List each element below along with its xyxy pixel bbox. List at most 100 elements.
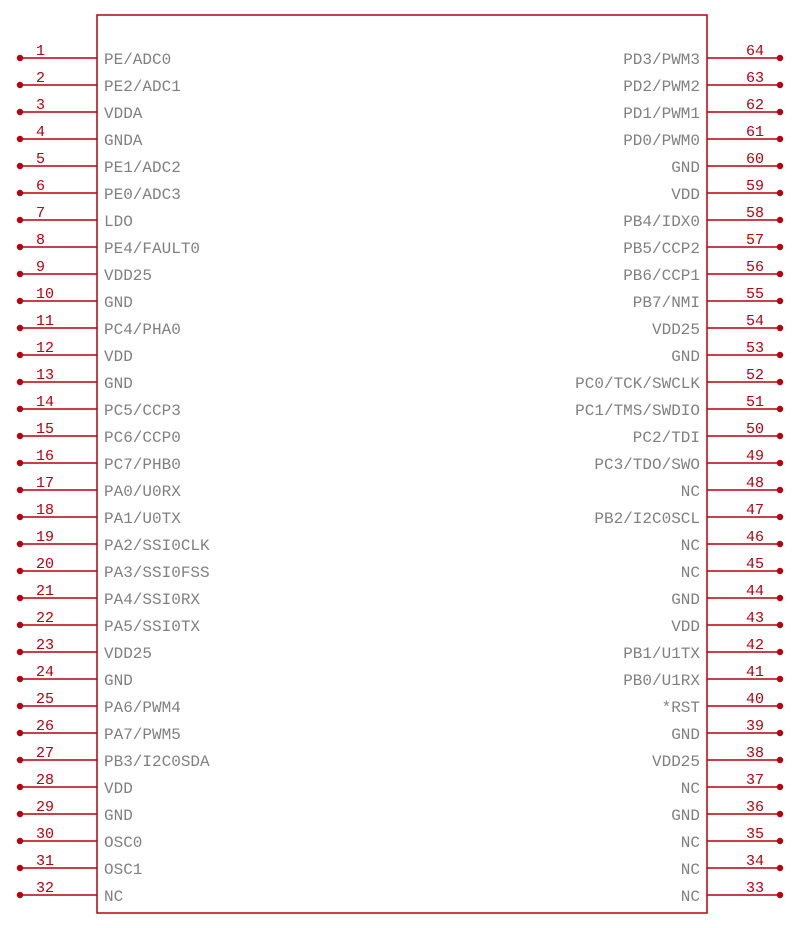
pin-label: PB6/CCP1: [623, 267, 700, 285]
pin-dot: [17, 460, 23, 466]
pin-number: 21: [36, 583, 54, 600]
pin-number: 46: [746, 529, 764, 546]
pin-dot: [17, 406, 23, 412]
pin-label: GND: [671, 726, 700, 744]
pin-label: GND: [104, 672, 133, 690]
pin-label: PA4/SSI0RX: [104, 591, 200, 609]
pin-dot: [777, 568, 783, 574]
pin-dot: [777, 352, 783, 358]
pin-dot: [777, 406, 783, 412]
pin-label: PB1/U1TX: [623, 645, 700, 663]
pin-label: PC7/PHB0: [104, 456, 181, 474]
pin-number: 50: [746, 421, 764, 438]
pin-number: 42: [746, 637, 764, 654]
pin-dot: [17, 325, 23, 331]
pin-label: VDD: [104, 780, 133, 798]
pin-number: 49: [746, 448, 764, 465]
pin-dot: [777, 271, 783, 277]
pin-label: PB0/U1RX: [623, 672, 700, 690]
pin-dot: [17, 244, 23, 250]
pin-label: PC0/TCK/SWCLK: [575, 375, 700, 393]
pin-dot: [777, 379, 783, 385]
pin-number: 47: [746, 502, 764, 519]
pin-dot: [777, 244, 783, 250]
pin-dot: [777, 784, 783, 790]
pin-dot: [17, 271, 23, 277]
pin-number: 9: [36, 259, 45, 276]
pin-label: VDD25: [104, 267, 152, 285]
pin-label: NC: [681, 834, 700, 852]
pin-number: 62: [746, 97, 764, 114]
pin-dot: [777, 811, 783, 817]
pin-number: 53: [746, 340, 764, 357]
pin-number: 2: [36, 70, 45, 87]
pin-label: VDDA: [104, 105, 143, 123]
pin-number: 30: [36, 826, 54, 843]
pin-label: PD0/PWM0: [623, 132, 700, 150]
pin-dot: [17, 730, 23, 736]
pin-number: 6: [36, 178, 45, 195]
pin-dot: [17, 163, 23, 169]
pin-number: 55: [746, 286, 764, 303]
pin-dot: [777, 622, 783, 628]
pin-label: PC1/TMS/SWDIO: [575, 402, 700, 420]
pin-label: GND: [104, 375, 133, 393]
pin-label: GND: [671, 591, 700, 609]
pin-number: 37: [746, 772, 764, 789]
pin-number: 57: [746, 232, 764, 249]
pin-dot: [777, 892, 783, 898]
pin-number: 38: [746, 745, 764, 762]
pin-number: 44: [746, 583, 764, 600]
pin-label: NC: [104, 888, 123, 906]
pin-label: VDD25: [652, 321, 700, 339]
pin-label: PA1/U0TX: [104, 510, 181, 528]
pin-number: 32: [36, 880, 54, 897]
pin-number: 15: [36, 421, 54, 438]
pin-number: 59: [746, 178, 764, 195]
pin-dot: [777, 460, 783, 466]
pin-label: PA6/PWM4: [104, 699, 181, 717]
pin-number: 64: [746, 43, 764, 60]
pin-dot: [777, 487, 783, 493]
pin-dot: [17, 433, 23, 439]
pin-number: 14: [36, 394, 54, 411]
pin-dot: [777, 325, 783, 331]
pin-label: PC4/PHA0: [104, 321, 181, 339]
pin-dot: [777, 82, 783, 88]
pin-label: NC: [681, 483, 700, 501]
pin-label: NC: [681, 861, 700, 879]
pin-dot: [777, 676, 783, 682]
pin-dot: [17, 298, 23, 304]
pin-label: PE0/ADC3: [104, 186, 181, 204]
pin-label: LDO: [104, 213, 133, 231]
pin-dot: [17, 811, 23, 817]
pin-number: 18: [36, 502, 54, 519]
pin-number: 39: [746, 718, 764, 735]
pin-label: PC5/CCP3: [104, 402, 181, 420]
pin-label: PE/ADC0: [104, 51, 171, 69]
pin-number: 33: [746, 880, 764, 897]
pin-number: 5: [36, 151, 45, 168]
pin-number: 45: [746, 556, 764, 573]
pin-label: VDD: [104, 348, 133, 366]
pin-dot: [17, 784, 23, 790]
pin-label: GND: [671, 159, 700, 177]
pin-number: 34: [746, 853, 764, 870]
pin-label: PE4/FAULT0: [104, 240, 200, 258]
pin-dot: [17, 190, 23, 196]
pin-label: PD2/PWM2: [623, 78, 700, 96]
pin-label: PD3/PWM3: [623, 51, 700, 69]
pin-label: NC: [681, 537, 700, 555]
pin-dot: [17, 838, 23, 844]
pin-dot: [17, 379, 23, 385]
pin-dot: [777, 136, 783, 142]
pin-number: 41: [746, 664, 764, 681]
pin-number: 26: [36, 718, 54, 735]
pin-number: 22: [36, 610, 54, 627]
pin-number: 54: [746, 313, 764, 330]
pin-dot: [777, 541, 783, 547]
pin-number: 43: [746, 610, 764, 627]
pin-label: VDD25: [652, 753, 700, 771]
pin-number: 35: [746, 826, 764, 843]
pin-dot: [777, 757, 783, 763]
